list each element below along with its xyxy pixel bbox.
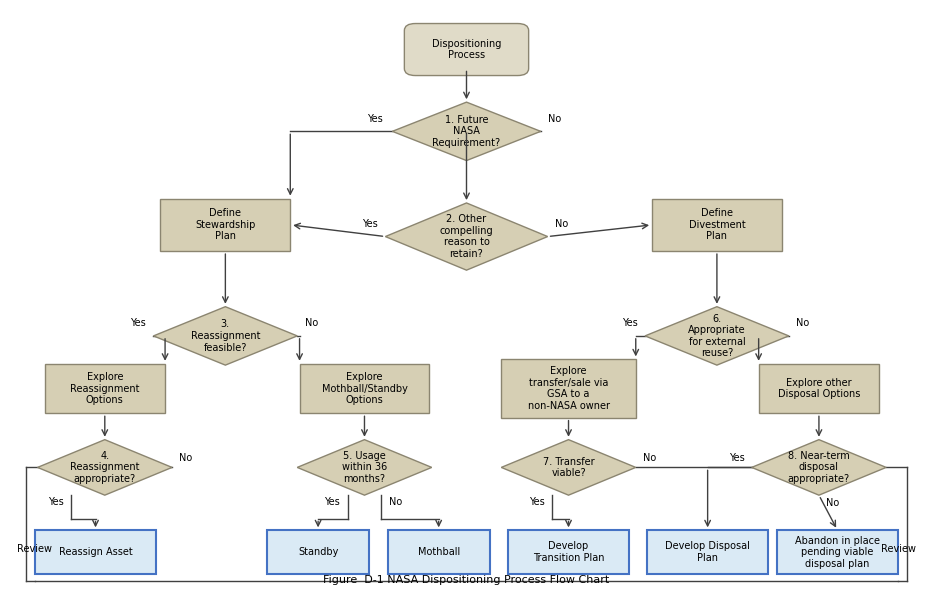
FancyBboxPatch shape (267, 530, 369, 574)
FancyBboxPatch shape (501, 359, 635, 418)
Text: Review: Review (17, 544, 51, 554)
Text: No: No (389, 497, 402, 507)
Text: Yes: Yes (325, 497, 341, 507)
Polygon shape (645, 307, 788, 365)
Text: 7. Transfer
viable?: 7. Transfer viable? (543, 457, 594, 478)
Text: 8. Near-term
disposal
appropriate?: 8. Near-term disposal appropriate? (787, 451, 850, 484)
Text: Define
Stewardship
Plan: Define Stewardship Plan (195, 208, 256, 241)
Polygon shape (501, 440, 635, 495)
Text: Abandon in place
pending viable
disposal plan: Abandon in place pending viable disposal… (795, 536, 880, 569)
Text: 4.
Reassignment
appropriate?: 4. Reassignment appropriate? (70, 451, 140, 484)
FancyBboxPatch shape (652, 199, 782, 251)
Text: Yes: Yes (528, 497, 544, 507)
Text: 3.
Reassignment
feasible?: 3. Reassignment feasible? (190, 319, 260, 352)
Text: No: No (643, 453, 657, 463)
Text: Review: Review (882, 544, 916, 554)
Text: No: No (548, 114, 562, 124)
Text: No: No (796, 319, 810, 328)
Polygon shape (154, 307, 298, 365)
Text: Figure  D-1 NASA Dispositioning Process Flow Chart: Figure D-1 NASA Dispositioning Process F… (324, 575, 609, 585)
Text: Explore
Reassignment
Options: Explore Reassignment Options (70, 372, 140, 405)
FancyBboxPatch shape (299, 363, 429, 414)
Text: Yes: Yes (131, 319, 146, 328)
FancyBboxPatch shape (404, 24, 529, 76)
Text: Standby: Standby (298, 547, 339, 557)
Text: Dispositioning
Process: Dispositioning Process (432, 39, 501, 60)
Text: Define
Divestment
Plan: Define Divestment Plan (689, 208, 745, 241)
FancyBboxPatch shape (388, 530, 490, 574)
Text: Yes: Yes (368, 114, 383, 124)
Text: Yes: Yes (622, 319, 637, 328)
Polygon shape (752, 440, 886, 495)
FancyBboxPatch shape (648, 530, 768, 574)
Polygon shape (392, 102, 541, 160)
Text: Develop Disposal
Plan: Develop Disposal Plan (665, 542, 750, 563)
Text: Mothball: Mothball (418, 547, 460, 557)
Text: 2. Other
compelling
reason to
retain?: 2. Other compelling reason to retain? (439, 214, 494, 259)
FancyBboxPatch shape (35, 530, 156, 574)
Text: Yes: Yes (729, 453, 745, 463)
Polygon shape (298, 440, 432, 495)
Text: 6.
Appropriate
for external
reuse?: 6. Appropriate for external reuse? (689, 313, 745, 358)
FancyBboxPatch shape (508, 530, 629, 574)
Text: 1. Future
NASA
Requirement?: 1. Future NASA Requirement? (432, 115, 501, 148)
Text: 5. Usage
within 36
months?: 5. Usage within 36 months? (341, 451, 387, 484)
Text: Develop
Transition Plan: Develop Transition Plan (533, 542, 605, 563)
Text: Yes: Yes (362, 219, 378, 229)
FancyBboxPatch shape (777, 530, 898, 574)
FancyBboxPatch shape (160, 199, 290, 251)
Polygon shape (37, 440, 172, 495)
Text: Explore
Mothball/Standby
Options: Explore Mothball/Standby Options (322, 372, 408, 405)
Text: Reassign Asset: Reassign Asset (59, 547, 132, 557)
FancyBboxPatch shape (45, 363, 165, 414)
Text: No: No (305, 319, 318, 328)
Text: Explore
transfer/sale via
GSA to a
non-NASA owner: Explore transfer/sale via GSA to a non-N… (527, 366, 609, 411)
FancyBboxPatch shape (759, 363, 879, 414)
Text: No: No (179, 453, 193, 463)
Text: Yes: Yes (48, 497, 63, 507)
Text: No: No (827, 498, 840, 508)
Text: No: No (555, 219, 568, 229)
Polygon shape (385, 203, 548, 270)
Text: Explore other
Disposal Options: Explore other Disposal Options (778, 378, 860, 399)
